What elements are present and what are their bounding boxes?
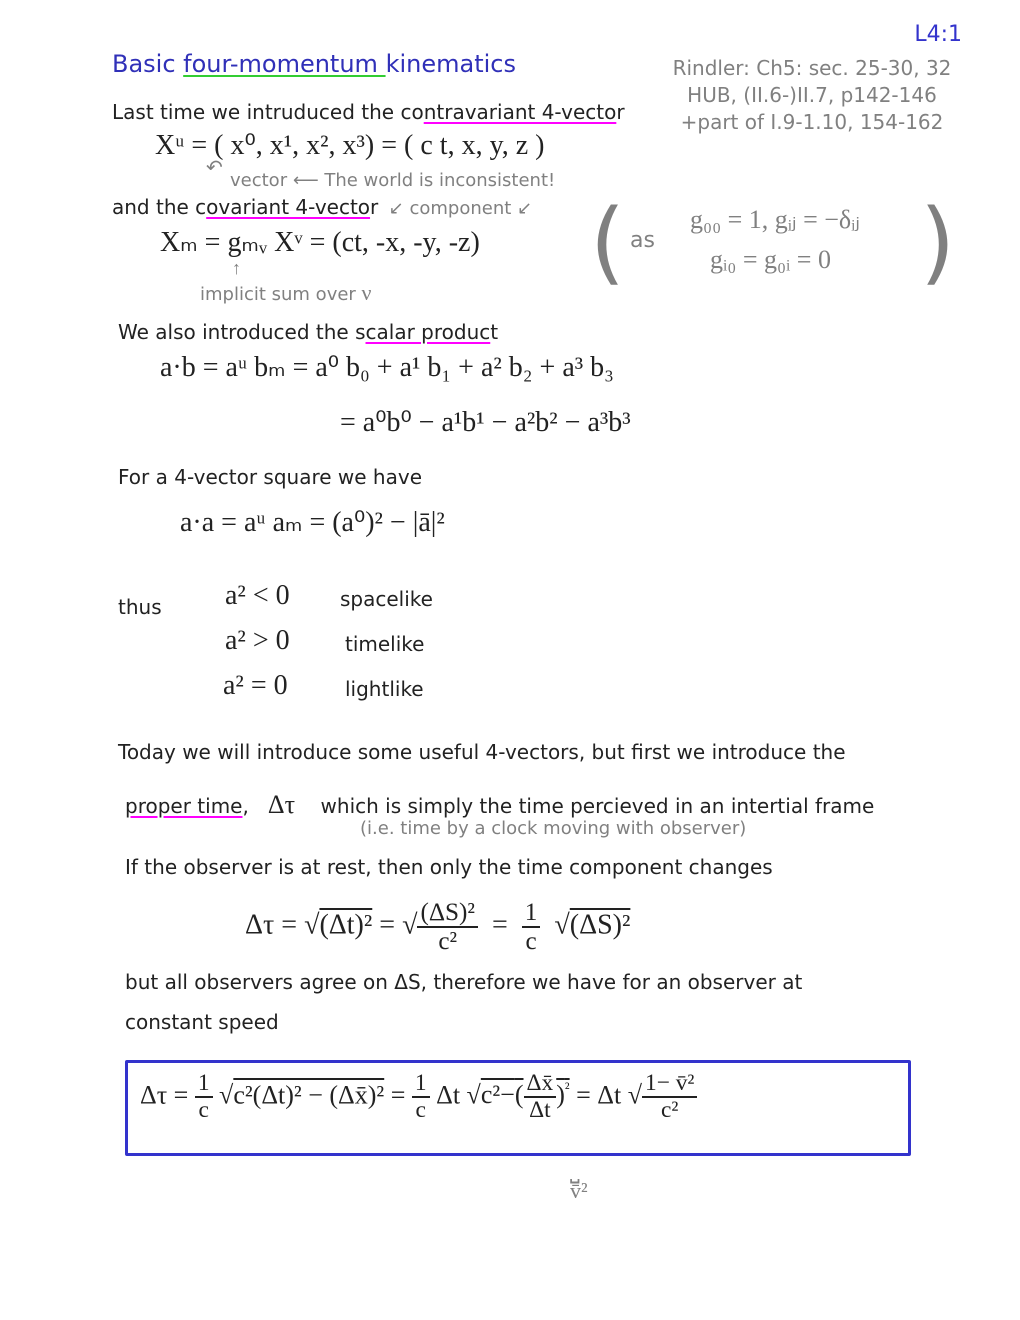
cls-spacelike-label: spacelike <box>340 587 433 611</box>
page-number: L4:1 <box>914 22 962 47</box>
final-dt: Δt <box>436 1080 460 1109</box>
title-pre: Basic <box>112 50 183 78</box>
annotation-v-squared: v̄² <box>570 1178 588 1204</box>
final-mid2a: c²− <box>481 1080 515 1109</box>
eq-dot-product-1: a·b = aᵘ bₘ = a⁰ b₀ + a¹ b₁ + a² b₂ + a³… <box>160 350 614 384</box>
ann-implicit-pre: implicit sum over <box>200 284 362 305</box>
cov-post: r <box>370 195 378 219</box>
scalar-pre: We also introduced the s <box>118 320 366 344</box>
metric-g00: g₀₀ = 1, gᵢⱼ = −δᵢⱼ <box>690 205 860 235</box>
scalar-underlined: calar produc <box>366 320 491 344</box>
arrow-sw-icon: ↙ <box>389 198 404 219</box>
intro-scalar: We also introduced the scalar product <box>118 320 498 344</box>
cls-spacelike-eq: a² < 0 <box>225 580 290 612</box>
scalar-post: t <box>490 320 498 344</box>
ref-line-1: Rindler: Ch5: sec. 25-30, 32 <box>662 55 962 82</box>
final-1c2-d: c <box>412 1098 430 1122</box>
annotation-component: ↙ component ↙ <box>389 198 533 219</box>
title-underlined: four-momentum <box>183 50 385 78</box>
arrow-left-icon: ⟵ <box>293 170 325 191</box>
annotation-implicit-sum: implicit sum over ν <box>200 280 372 306</box>
metric-gi0: gᵢ₀ = g₀ᵢ = 0 <box>710 245 831 275</box>
eq-covariant: Xₘ = gₘᵥ Xᵛ = (ct, -x, -y, -z) <box>160 225 480 259</box>
sqrt-icon: √ <box>304 910 319 941</box>
eq-rest: Δτ = √(Δt)² = √(ΔS)²c² = 1c √(ΔS)² <box>245 900 630 954</box>
line-agree-1: but all observers agree on ΔS, therefore… <box>125 970 802 994</box>
line-today: Today we will introduce some useful 4-ve… <box>118 740 846 764</box>
eq-rest-r1: (Δt)² <box>319 910 372 941</box>
proper-time-tail: which is simply the time percieved in an… <box>321 794 875 818</box>
final-1c1-n: 1 <box>195 1072 213 1098</box>
cls-timelike-eq: a² > 0 <box>225 625 290 657</box>
final-mid2-num: Δx̄ <box>524 1072 557 1098</box>
final-rhs: 1− v̄²c² <box>642 1080 697 1109</box>
sqrt-icon-6: √ <box>628 1080 642 1109</box>
paren-left-icon: ( <box>590 198 625 288</box>
annotation-clock: (i.e. time by a clock moving with observ… <box>360 818 746 839</box>
annotation-vector: vector ⟵ The world is inconsistent! <box>230 170 555 191</box>
intro-contravariant: Last time we intruduced the contravarian… <box>112 100 625 124</box>
arrow-sw-icon-2: ↙ <box>517 198 532 219</box>
sqrt-icon-5: √ <box>467 1080 481 1109</box>
cov-underlined: ovariant 4-vecto <box>206 195 370 219</box>
final-rhs-den: c² <box>642 1098 697 1122</box>
annotation-as: as <box>630 228 655 253</box>
sqrt-icon-2: √ <box>402 910 417 941</box>
eq-final: Δτ = 1c √c²(Δt)² − (Δx̄)² = 1c Δt √c²−(Δ… <box>140 1072 697 1123</box>
eq-rest-lhs: Δτ = <box>245 910 297 941</box>
delta-tau-symbol: Δτ <box>268 790 295 819</box>
arrow-up-icon: ↶ <box>206 155 223 180</box>
final-mid1: c²(Δt)² − (Δx̄)² <box>233 1080 384 1109</box>
eq-rest-1c-num: 1 <box>522 900 541 928</box>
proper-time-comma: , <box>242 794 248 818</box>
eq-dot-product-2: = a⁰b⁰ − a¹b¹ − a²b² − a³b³ <box>340 405 631 439</box>
ref-line-3: +part of I.9-1.10, 154-162 <box>662 109 962 136</box>
eq-rest-r3: (ΔS)² <box>570 910 631 941</box>
eq-rest-eq2: = <box>492 910 508 941</box>
final-1c2-n: 1 <box>412 1072 430 1098</box>
final-1c1-d: c <box>195 1098 213 1122</box>
eq-rest-eq1: = <box>379 910 395 941</box>
eq-rest-r2-num: (ΔS)² <box>417 900 478 928</box>
cls-lightlike-eq: a² = 0 <box>223 670 288 702</box>
ann-component-label: component <box>409 198 511 219</box>
line-rest: If the observer is at rest, then only th… <box>125 855 773 879</box>
arrow-up-icon-2: ↑ <box>232 258 241 279</box>
final-mid2-sq: ² <box>565 1081 570 1098</box>
references: Rindler: Ch5: sec. 25-30, 32 HUB, (II.6-… <box>662 55 962 136</box>
line-proper-time: proper time, Δτ which is simply the time… <box>125 790 874 820</box>
eq-rest-1c-den: c <box>522 928 541 954</box>
cov-pre: and the c <box>112 195 206 219</box>
line-square: For a 4-vector square we have <box>118 465 422 489</box>
sqrt-icon-3: √ <box>554 910 569 941</box>
final-mid2-den: Δt <box>524 1098 557 1122</box>
proper-time-underlined: proper time <box>125 794 242 818</box>
eq-rest-r2: (ΔS)²c² <box>417 910 478 941</box>
paren-right-icon: ) <box>920 198 955 288</box>
title-post: kinematics <box>386 50 516 78</box>
intro1-pre: Last time we intruduced the co <box>112 100 424 124</box>
ann-inconsistent: The world is inconsistent! <box>324 170 555 191</box>
ann-implicit-nu: ν <box>362 280 372 305</box>
final-lhs: Δτ = <box>140 1080 188 1109</box>
intro1-post: r <box>616 100 624 124</box>
eq-rest-r2-den: c² <box>417 928 478 954</box>
ref-line-2: HUB, (II.6-)II.7, p142-146 <box>662 82 962 109</box>
intro1-underlined: ntravariant 4-vecto <box>424 100 617 124</box>
final-mid2: c²−(Δx̄Δt)² <box>481 1080 570 1109</box>
eq-square: a·a = aᵘ aₘ = (a⁰)² − |ā|² <box>180 505 445 539</box>
final-rhs-num: 1− v̄² <box>642 1072 697 1098</box>
page-title: Basic four-momentum kinematics <box>112 50 516 78</box>
cls-timelike-label: timelike <box>345 632 424 656</box>
thus-label: thus <box>118 595 162 619</box>
final-rhs-pre: = Δt <box>576 1080 621 1109</box>
intro-covariant: and the covariant 4-vector ↙ component ↙ <box>112 195 532 219</box>
line-agree-2: constant speed <box>125 1010 279 1034</box>
final-eq1: = <box>391 1080 406 1109</box>
ann-vector-label: vector <box>230 170 287 191</box>
sqrt-icon-4: √ <box>219 1080 233 1109</box>
cls-lightlike-label: lightlike <box>345 677 424 701</box>
